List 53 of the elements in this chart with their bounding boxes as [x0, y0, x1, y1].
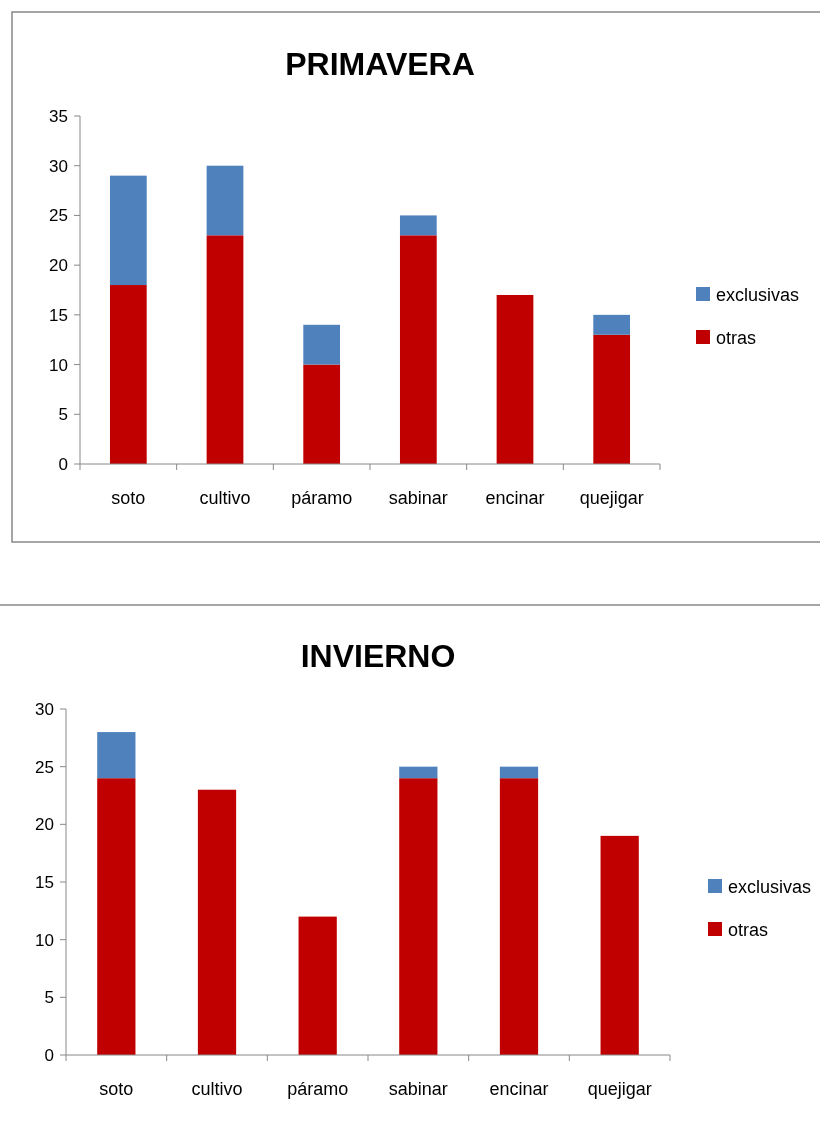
y-tick-label: 25 [49, 206, 68, 226]
bar [496, 294, 534, 464]
y-tick-label: 20 [35, 815, 54, 835]
x-tick-label: soto [111, 488, 146, 508]
y-tick-label: 30 [49, 156, 68, 176]
legend-label: exclusivas [716, 285, 800, 306]
bar [303, 364, 341, 464]
bar [206, 235, 244, 464]
x-tick-label: quejigar [579, 488, 644, 508]
x-tick-label: cultivo [199, 488, 251, 508]
bar [97, 778, 136, 1055]
bar [197, 789, 237, 1055]
y-tick-label: 5 [44, 988, 54, 1008]
bar [303, 324, 341, 365]
bar [593, 334, 631, 464]
y-tick-label: 30 [35, 699, 54, 719]
y-tick-label: 10 [35, 930, 54, 950]
y-tick-label: 5 [58, 405, 68, 425]
chart-title: INVIERNO [300, 638, 456, 674]
legend-label: otras [728, 920, 769, 941]
bar [399, 215, 437, 236]
legend-label: exclusivas [728, 877, 812, 898]
chart-title: PRIMAVERA [285, 46, 475, 82]
x-tick-label: soto [99, 1079, 134, 1099]
y-tick-label: 20 [49, 256, 68, 276]
x-tick-label: páramo [287, 1079, 349, 1099]
bar [109, 285, 147, 464]
bar [206, 165, 244, 236]
x-tick-label: quejigar [587, 1079, 652, 1099]
bar [399, 766, 438, 779]
bar [298, 916, 337, 1055]
x-tick-label: sabinar [388, 1079, 448, 1099]
bar [593, 314, 631, 335]
y-tick-label: 15 [49, 305, 68, 325]
y-tick-label: 35 [49, 106, 68, 126]
y-tick-label: 25 [35, 757, 54, 777]
x-tick-label: encinar [489, 1079, 549, 1099]
y-tick-label: 10 [49, 355, 68, 375]
y-tick-label: 0 [44, 1045, 54, 1065]
bar [600, 835, 639, 1055]
legend-label: otras [716, 328, 757, 349]
x-tick-label: páramo [291, 488, 353, 508]
bar [399, 235, 437, 464]
y-tick-label: 15 [35, 872, 54, 892]
bar [499, 778, 539, 1055]
x-tick-label: sabinar [388, 488, 448, 508]
x-tick-label: encinar [485, 488, 545, 508]
bar [97, 732, 136, 779]
x-tick-label: cultivo [191, 1079, 243, 1099]
y-tick-label: 0 [58, 454, 68, 474]
bar [109, 175, 147, 286]
bar [499, 766, 539, 779]
bar [399, 778, 438, 1055]
